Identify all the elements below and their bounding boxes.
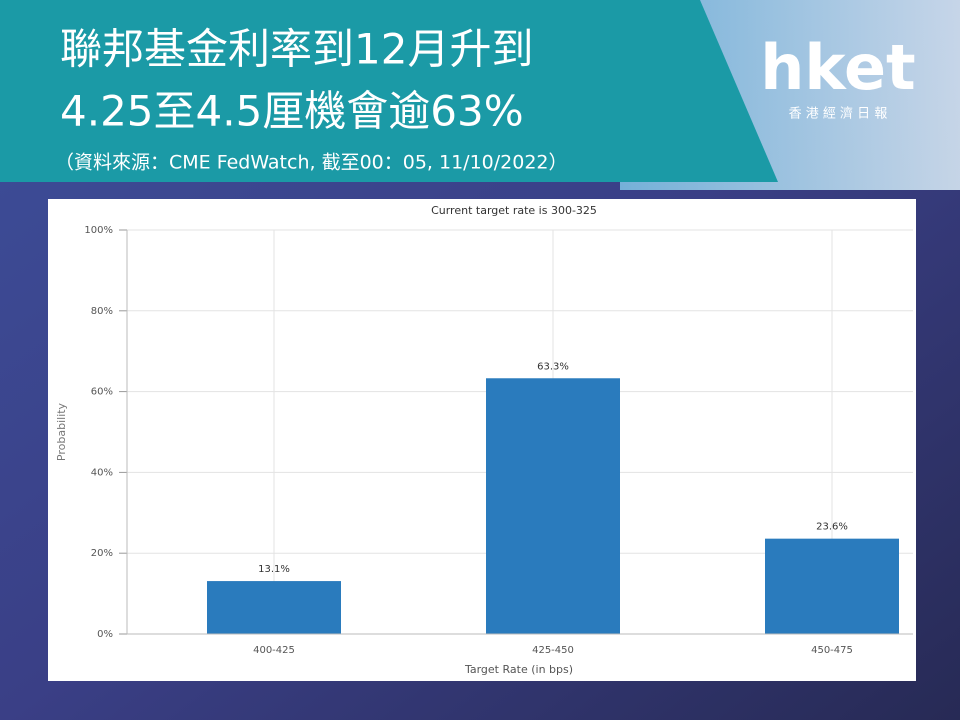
y-tick-label: 100% xyxy=(84,225,113,236)
source-note: （資料來源：CME FedWatch, 截至00：05, 11/10/2022） xyxy=(55,152,568,174)
y-tick-label: 80% xyxy=(91,306,113,317)
y-tick-label: 20% xyxy=(91,548,113,559)
header-banner xyxy=(0,0,778,182)
bar xyxy=(486,378,620,634)
y-axis-label: Probability xyxy=(55,402,68,461)
title-line: 聯邦基金利率到12月升到 xyxy=(60,25,533,74)
y-tick-label: 40% xyxy=(91,467,113,478)
title-line: 4.25至4.5厘機會逾63% xyxy=(60,87,524,136)
x-axis-label: Target Rate (in bps) xyxy=(464,663,573,676)
value-label: 63.3% xyxy=(537,361,569,372)
plot-area: 0% 20% 40% 60% 80% 100% 400-425 13.1% 425-450 63.… xyxy=(84,225,913,656)
x-tick-label: 400-425 xyxy=(253,645,295,656)
logo-brand: hket xyxy=(760,31,915,104)
y-tick-label: 60% xyxy=(91,387,113,398)
bar xyxy=(765,538,899,634)
bar xyxy=(207,581,341,634)
chart-title: Current target rate is 300-325 xyxy=(431,204,597,217)
x-tick-label: 450-475 xyxy=(811,645,853,656)
x-tick-label: 425-450 xyxy=(532,645,574,656)
value-label: 23.6% xyxy=(816,522,848,533)
logo-subtitle: 香 港 經 濟 日 報 xyxy=(789,106,888,122)
y-tick-label: 0% xyxy=(97,629,113,640)
value-label: 13.1% xyxy=(258,564,290,575)
